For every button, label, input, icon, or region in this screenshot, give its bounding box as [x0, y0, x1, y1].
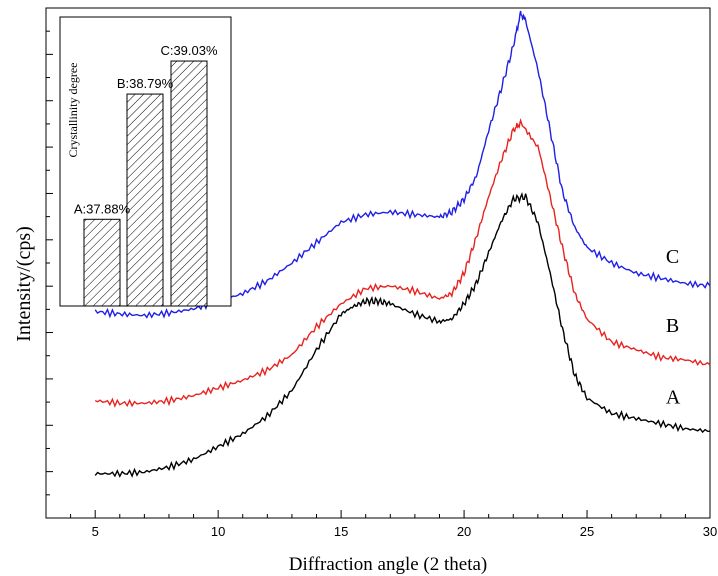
curve-label-a: A [666, 386, 681, 408]
curve-label-b: B [666, 315, 679, 337]
inset-bar-c [170, 60, 208, 307]
series-line-a [94, 192, 711, 478]
series-line-b [94, 117, 711, 408]
x-tick-label: 20 [457, 524, 471, 539]
inset-bar-b [126, 93, 164, 307]
y-axis-ticks [46, 30, 53, 496]
x-axis-label: Diffraction angle (2 theta) [289, 554, 488, 575]
x-axis-ticks: 5 10 15 20 25 30 [70, 510, 717, 539]
inset-y-label: Crystallinity degree [66, 63, 80, 158]
curve-label-c: C [666, 246, 679, 268]
x-tick-label: 5 [92, 524, 99, 539]
inset-bar-value-label: A:37.88% [74, 201, 131, 216]
y-axis-label: Intensity/(cps) [13, 226, 35, 342]
inset-bars: A:37.88% B:38.79% C:39.03% [74, 43, 218, 307]
curve-labels: C B A [666, 246, 681, 408]
x-tick-label: 15 [334, 524, 348, 539]
x-tick-label: 10 [211, 524, 225, 539]
crystallinity-inset: Crystallinity degree A:37.88% B:38.79% C:3… [59, 16, 232, 307]
inset-bar-value-label: C:39.03% [160, 43, 218, 58]
inset-bar-a [83, 218, 121, 307]
x-tick-label: 30 [703, 524, 717, 539]
x-tick-label: 25 [580, 524, 594, 539]
inset-bar-value-label: B:38.79% [117, 76, 174, 91]
